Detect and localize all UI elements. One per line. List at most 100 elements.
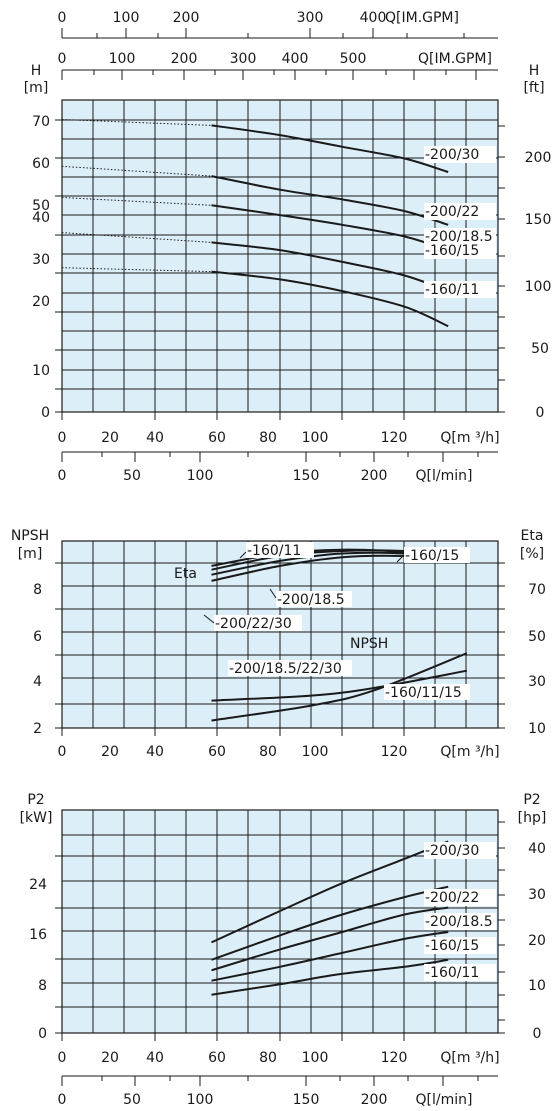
npsh-x-axis-label: Q[m ³/h] [440,744,499,760]
npsh-x-tick-label: 60 [208,744,226,760]
head-y-left-tick-label: 0 [41,405,50,421]
power-x-tick-label: 80 [259,1050,277,1066]
power-y-right-tick-label: 20 [528,933,546,949]
power-label-bg [424,913,496,930]
power-y-right-unit: [hp] [518,810,547,826]
head-curve-extension-160-11 [61,267,212,273]
power-lmin-tick-label: 150 [293,1092,320,1108]
gpm-axis-2-ticks [61,70,477,80]
head-label-bg [424,281,496,298]
npsh-eta-curve-label: -160/11/15 [385,685,462,701]
npsh-curve-200-18-5-22-30 [211,652,468,722]
gpm-axis-2-label: Q[IM.GPM] [418,51,492,67]
head-curve-labels: -200/30 -200/22 -200/18.5 -160/15 -160/1… [424,146,496,298]
power-grid [62,810,498,1033]
npsh-x-tick-label: 40 [146,744,164,760]
power-x-tick-label: 20 [101,1050,119,1066]
head-x-axis-label: Q[m ³/h] [440,430,499,446]
power-lmin-tick-label: 50 [123,1092,141,1108]
npsh-y-left-tick-label: 2 [33,721,42,737]
head-curve-label: -200/30 [425,147,479,163]
label-leader [396,554,405,563]
npsh-grid [62,541,498,728]
power-lmin-tick-label: 200 [361,1092,388,1108]
power-y-right-tick-label: 30 [528,887,546,903]
head-label-bg [424,242,496,259]
npsh-x-tick-label: 100 [302,744,329,760]
eta-y-right-tick-label: 30 [528,674,546,690]
lmin-tick-label: 200 [361,468,388,484]
npsh-label-bg [276,591,352,607]
head-y-right-unit: [ft] [523,80,544,96]
power-curve-label: -160/15 [425,938,479,954]
head-curve-label: -200/18.5 [425,229,493,245]
npsh-eta-curve-label: -160/11 [247,543,301,559]
head-x-tick-label: 60 [208,430,226,446]
power-y-right-tick-label: 40 [528,841,546,857]
head-curve-extension-200-18-5 [61,197,212,206]
head-curve-label: -200/22 [425,204,479,220]
power-y-right-tick-label: 10 [528,978,546,994]
power-lmin-axis-ticks [61,1076,479,1086]
head-curve-160-15 [211,241,449,293]
gpm-axis-2-tick-label: 200 [171,51,198,67]
head-curve-label: -160/11 [425,282,479,298]
head-curves [61,119,449,328]
power-y-left-unit: [kW] [20,810,53,826]
head-panel: 0 100 200 300 400 Q[IM.GPM] 0 100 200 [24,10,552,484]
head-label-bg [424,228,496,245]
power-x-tick-label: 100 [302,1050,329,1066]
npsh-x-tick-label: 120 [381,744,408,760]
eta-y-right-title: Eta [521,528,544,544]
gpm-axis-1-tick-label: 400 [360,10,387,26]
power-label-bg [424,889,496,906]
npsh-label-bg [228,660,352,676]
power-panel: P2 [kW] P2 [hp] [20,792,547,1108]
lmin-tick-label: 150 [293,468,320,484]
lmin-tick-label: 0 [58,468,67,484]
npsh-label-bg [246,542,314,558]
head-y-left-tick-label: 70 [32,114,50,130]
power-lmin-axis-label: Q[l/min] [416,1092,473,1108]
npsh-curve-160-11-15 [211,669,468,702]
power-lmin-tick-label: 100 [187,1092,214,1108]
eta-y-right-unit: [%] [520,546,544,562]
power-curve-label: -200/30 [425,843,479,859]
power-x-tick-label: 0 [58,1050,67,1066]
gpm-axis-1-tick-label: 0 [58,10,67,26]
npsh-y-left-tick-label: 8 [33,582,42,598]
lmin-tick-label: 100 [187,468,214,484]
npsh-label-leaders [203,551,405,624]
label-leader [269,588,277,599]
power-x-tick-label: 120 [381,1050,408,1066]
label-leader [203,614,215,624]
power-y-left-title: P2 [27,792,44,808]
npsh-label-bg [384,684,470,700]
head-curve-extension-160-15 [61,232,212,243]
head-curve-200-22 [211,175,449,226]
power-y-right-tick-label: 0 [533,1026,542,1042]
head-y-left-tick-label: 20 [32,294,50,310]
gpm-axis-2-tick-label: 400 [282,51,309,67]
npsh-x-tick-label: 0 [58,744,67,760]
power-curve-label: -200/18.5 [425,914,493,930]
power-curve-200-30 [211,840,449,944]
head-y-right-tick-label: 150 [525,212,552,228]
head-label-bg [424,203,496,220]
head-x-tick-label: 100 [302,430,329,446]
head-curve-200-18-5 [211,204,449,252]
power-x-tick-label: 60 [208,1050,226,1066]
npsh-eta-curve-label: -200/18.5/22/30 [229,661,342,677]
head-y-right-tick-label: 200 [525,150,552,166]
eta-y-right-tick-label: 50 [528,629,546,645]
power-lmin-tick-label: 0 [58,1092,67,1108]
gpm-axis-1-tick-label: 200 [173,10,200,26]
power-y-left-tick-label: 0 [38,1026,47,1042]
power-curve-200-18-5 [211,906,449,972]
gpm-axis-1-label: Q[IM.GPM] [385,10,459,26]
head-y-left-tick-label: 50 [32,198,50,214]
power-curve-label: -200/22 [425,890,479,906]
head-y-right-tick-label: 50 [531,341,549,357]
gpm-axis-1-tick-label: 300 [297,10,324,26]
